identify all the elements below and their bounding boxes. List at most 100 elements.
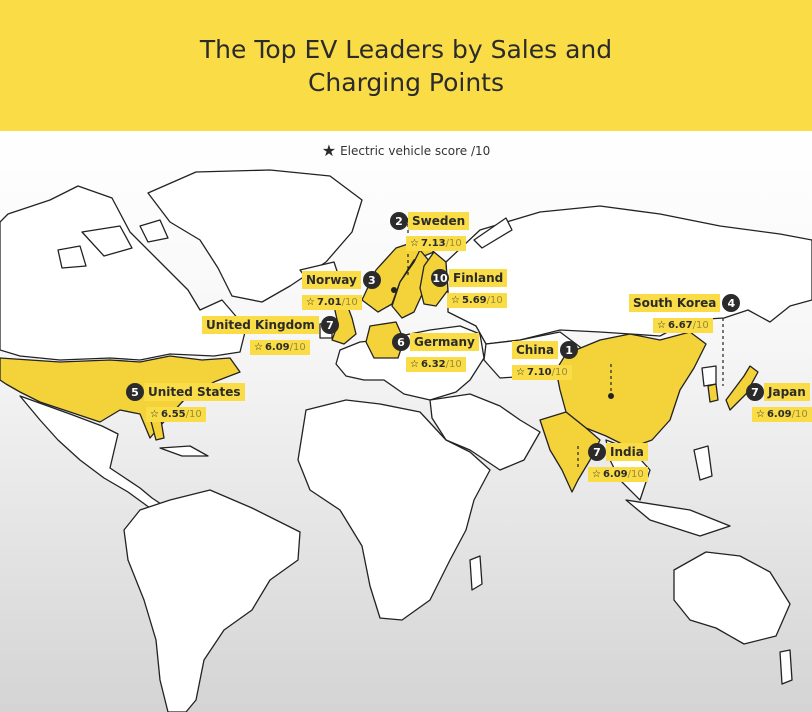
score-value: 7.01 (316, 297, 342, 308)
world-map (0, 169, 812, 712)
score-tag: ☆ 6.09/10 (588, 467, 648, 482)
page-title: The Top EV Leaders by Sales and Charging… (0, 33, 812, 99)
score-denominator: /10 (341, 297, 358, 308)
score-tag: ☆ 6.55/10 (146, 407, 206, 422)
score-tag: ☆ 6.32/10 (406, 357, 466, 372)
star-outline-icon: ☆ (657, 320, 666, 331)
label-sweden: 2 Sweden ☆ 7.13/10 (390, 211, 470, 251)
legend-label: Electric vehicle score /10 (340, 144, 491, 158)
score-tag: ☆ 7.01/10 (302, 295, 362, 310)
score-value: 6.09 (602, 469, 628, 480)
country-name: Sweden (408, 212, 470, 230)
star-outline-icon: ☆ (756, 409, 765, 420)
star-icon: ★ (321, 141, 337, 160)
label-japan: 7 Japan ☆ 6.09/10 (746, 382, 812, 422)
rank-badge: 2 (390, 212, 408, 230)
score-tag: ☆ 6.09/10 (752, 407, 812, 422)
middle-east (429, 393, 541, 471)
star-outline-icon: ☆ (150, 409, 159, 420)
country-name: Japan (764, 383, 810, 401)
madagascar (469, 555, 483, 591)
score-value: 6.67 (667, 320, 693, 331)
score-value: 5.69 (461, 295, 487, 306)
score-value: 6.09 (264, 342, 290, 353)
country-name: Finland (449, 269, 508, 287)
score-denominator: /10 (445, 359, 462, 370)
star-outline-icon: ☆ (410, 359, 419, 370)
title-line-1: The Top EV Leaders by Sales and (199, 35, 613, 64)
score-value: 6.55 (160, 409, 186, 420)
label-china: China 1 ☆ 7.10/10 (512, 340, 579, 380)
score-denominator: /10 (185, 409, 202, 420)
south-america (123, 489, 301, 712)
label-united-states: 5 United States ☆ 6.55/10 (126, 382, 245, 422)
score-value: 6.32 (420, 359, 446, 370)
country-name: Norway (302, 271, 361, 289)
rank-badge: 5 (126, 383, 144, 401)
rank-badge: 4 (722, 294, 741, 312)
rank-badge: 7 (320, 316, 339, 334)
title-line-2: Charging Points (307, 68, 505, 97)
rank-badge: 10 (431, 269, 449, 287)
star-outline-icon: ☆ (516, 367, 525, 378)
russia (445, 205, 812, 345)
country-name: China (512, 341, 559, 359)
score-value: 7.10 (526, 367, 552, 378)
label-united-kingdom: United Kingdom 7 ☆ 6.09/10 (202, 315, 339, 355)
south-korea (707, 383, 719, 403)
star-outline-icon: ☆ (592, 469, 601, 480)
country-name: United Kingdom (202, 316, 319, 334)
rank-badge: 3 (362, 271, 381, 289)
score-tag: ☆ 7.10/10 (512, 365, 572, 380)
rank-badge: 6 (392, 333, 410, 351)
canada-islands-2 (57, 245, 87, 269)
label-india: 7 India ☆ 6.09/10 (588, 442, 648, 482)
score-value: 6.09 (766, 409, 792, 420)
cuba (159, 445, 209, 457)
title-banner (0, 0, 812, 131)
india (539, 411, 601, 493)
label-finland: 10 Finland ☆ 5.69/10 (431, 268, 508, 308)
africa (297, 399, 491, 621)
canada-islands (81, 225, 133, 257)
rank-badge: 1 (560, 341, 579, 359)
score-tag: ☆ 6.67/10 (653, 318, 713, 333)
score-denominator: /10 (551, 367, 568, 378)
philippines (693, 445, 713, 481)
north-korea (701, 365, 717, 387)
rank-badge: 7 (588, 443, 606, 461)
indonesia (625, 499, 731, 537)
star-outline-icon: ☆ (254, 342, 263, 353)
legend: ★ Electric vehicle score /10 (0, 141, 812, 160)
score-denominator: /10 (445, 238, 462, 249)
score-value: 7.13 (420, 238, 446, 249)
score-tag: ☆ 7.13/10 (406, 236, 466, 251)
china (555, 331, 707, 449)
score-denominator: /10 (486, 295, 503, 306)
label-germany: 6 Germany ☆ 6.32/10 (392, 332, 479, 372)
canada-islands-3 (139, 219, 169, 243)
label-south-korea: South Korea 4 ☆ 6.67/10 (629, 293, 741, 333)
label-norway: Norway 3 ☆ 7.01/10 (302, 270, 381, 310)
star-outline-icon: ☆ (451, 295, 460, 306)
country-name: Germany (410, 333, 479, 351)
country-name: India (606, 443, 648, 461)
star-outline-icon: ☆ (410, 238, 419, 249)
score-denominator: /10 (627, 469, 644, 480)
score-tag: ☆ 5.69/10 (447, 293, 507, 308)
score-tag: ☆ 6.09/10 (250, 340, 310, 355)
japan (725, 365, 759, 411)
australia (673, 551, 791, 645)
rank-badge: 7 (746, 383, 764, 401)
score-denominator: /10 (692, 320, 709, 331)
country-name: South Korea (629, 294, 721, 312)
new-zealand (779, 649, 793, 685)
star-outline-icon: ☆ (306, 297, 315, 308)
country-name: United States (144, 383, 245, 401)
china-pin (608, 393, 614, 399)
canada (0, 185, 247, 361)
norway-pin (391, 287, 397, 293)
novaya-zemlya (473, 217, 513, 249)
score-denominator: /10 (289, 342, 306, 353)
score-denominator: /10 (791, 409, 808, 420)
